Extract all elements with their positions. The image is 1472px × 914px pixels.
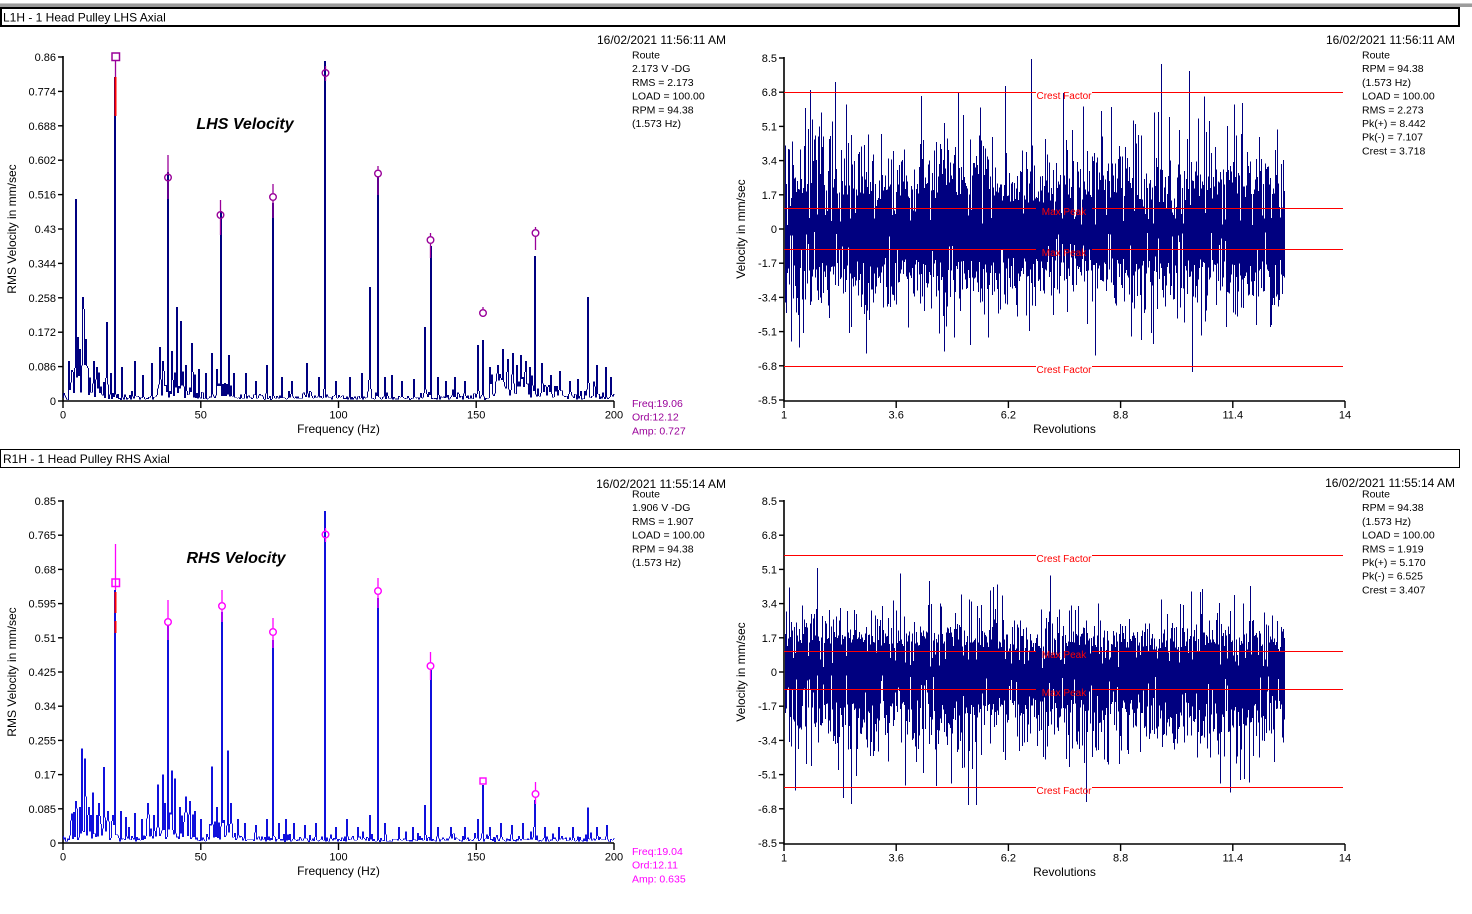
svg-text:0.688: 0.688 xyxy=(28,121,56,133)
svg-text:Max Peak: Max Peak xyxy=(1042,688,1087,699)
svg-text:200: 200 xyxy=(605,852,623,864)
svg-text:Frequency (Hz): Frequency (Hz) xyxy=(297,864,380,878)
svg-text:50: 50 xyxy=(195,852,207,864)
svg-text:-3.4: -3.4 xyxy=(758,735,777,747)
svg-text:6.8: 6.8 xyxy=(762,530,777,542)
svg-text:0.085: 0.085 xyxy=(28,804,56,816)
svg-text:1: 1 xyxy=(781,410,787,422)
svg-text:3.6: 3.6 xyxy=(889,410,904,422)
svg-text:100: 100 xyxy=(329,410,347,422)
svg-text:-3.4: -3.4 xyxy=(758,292,777,304)
svg-text:0.17: 0.17 xyxy=(35,770,56,782)
svg-text:Max Peak: Max Peak xyxy=(1042,207,1087,218)
svg-text:6.8: 6.8 xyxy=(762,87,777,99)
svg-text:RHS Velocity: RHS Velocity xyxy=(187,550,287,567)
svg-text:LHS Velocity: LHS Velocity xyxy=(196,116,294,133)
svg-text:0: 0 xyxy=(771,667,777,679)
svg-text:14: 14 xyxy=(1339,853,1351,865)
svg-text:0.86: 0.86 xyxy=(35,52,56,64)
svg-text:0.765: 0.765 xyxy=(28,530,56,542)
svg-text:16/02/2021 11:56:11 AM: 16/02/2021 11:56:11 AM xyxy=(1326,33,1455,47)
svg-text:5.1: 5.1 xyxy=(762,564,777,576)
svg-text:0.516: 0.516 xyxy=(28,190,56,202)
svg-text:11.4: 11.4 xyxy=(1223,410,1244,422)
svg-text:-1.7: -1.7 xyxy=(758,701,777,713)
svg-text:L1H - 1 Head Pulley LHS Axial: L1H - 1 Head Pulley LHS Axial xyxy=(3,11,166,25)
svg-text:16/02/2021 11:55:14 AM: 16/02/2021 11:55:14 AM xyxy=(596,477,726,491)
svg-text:8.8: 8.8 xyxy=(1113,410,1128,422)
svg-text:8.8: 8.8 xyxy=(1113,853,1128,865)
svg-text:Revolutions: Revolutions xyxy=(1033,422,1096,436)
svg-text:-1.7: -1.7 xyxy=(758,258,777,270)
svg-text:Crest Factor: Crest Factor xyxy=(1036,554,1092,565)
svg-text:0.774: 0.774 xyxy=(28,86,56,98)
svg-text:Frequency (Hz): Frequency (Hz) xyxy=(297,422,380,436)
svg-text:1.7: 1.7 xyxy=(762,190,777,202)
svg-text:-5.1: -5.1 xyxy=(758,327,777,339)
svg-text:200: 200 xyxy=(605,410,623,422)
svg-text:0: 0 xyxy=(771,224,777,236)
svg-text:-5.1: -5.1 xyxy=(758,770,777,782)
svg-text:1.7: 1.7 xyxy=(762,633,777,645)
svg-text:0.425: 0.425 xyxy=(28,667,56,679)
svg-text:Max Peak: Max Peak xyxy=(1042,650,1087,661)
svg-text:0.172: 0.172 xyxy=(28,327,56,339)
svg-text:0.85: 0.85 xyxy=(35,496,56,508)
svg-text:6.2: 6.2 xyxy=(1001,853,1016,865)
svg-text:0.086: 0.086 xyxy=(28,362,56,374)
svg-text:3.6: 3.6 xyxy=(889,853,904,865)
svg-text:14: 14 xyxy=(1339,410,1351,422)
svg-text:0: 0 xyxy=(50,838,56,850)
svg-text:RMS Velocity in mm/sec: RMS Velocity in mm/sec xyxy=(5,607,19,736)
svg-text:3.4: 3.4 xyxy=(762,156,777,168)
svg-text:-6.8: -6.8 xyxy=(758,804,777,816)
svg-text:8.5: 8.5 xyxy=(762,496,777,508)
svg-text:R1H - 1 Head Pulley RHS Axial: R1H - 1 Head Pulley RHS Axial xyxy=(3,452,170,466)
svg-text:RMS Velocity in mm/sec: RMS Velocity in mm/sec xyxy=(5,164,19,293)
svg-text:Revolutions: Revolutions xyxy=(1033,865,1096,879)
svg-text:Velocity in mm/sec: Velocity in mm/sec xyxy=(734,622,748,721)
svg-text:11.4: 11.4 xyxy=(1223,853,1244,865)
svg-text:0.43: 0.43 xyxy=(35,224,56,236)
svg-text:16/02/2021 11:55:14 AM: 16/02/2021 11:55:14 AM xyxy=(1325,476,1455,490)
svg-text:0.258: 0.258 xyxy=(28,293,56,305)
svg-text:50: 50 xyxy=(195,410,207,422)
svg-text:8.5: 8.5 xyxy=(762,53,777,65)
svg-text:100: 100 xyxy=(329,852,347,864)
svg-text:0.595: 0.595 xyxy=(28,599,56,611)
svg-text:150: 150 xyxy=(467,852,485,864)
svg-text:0.602: 0.602 xyxy=(28,155,56,167)
svg-text:0.51: 0.51 xyxy=(35,633,56,645)
svg-text:0.255: 0.255 xyxy=(28,735,56,747)
svg-text:Velocity in mm/sec: Velocity in mm/sec xyxy=(734,179,748,278)
svg-text:0: 0 xyxy=(60,852,66,864)
svg-text:0: 0 xyxy=(60,410,66,422)
svg-text:Max Peak: Max Peak xyxy=(1042,248,1087,259)
svg-text:-8.5: -8.5 xyxy=(758,838,777,850)
svg-text:1: 1 xyxy=(781,853,787,865)
svg-text:0: 0 xyxy=(50,396,56,408)
svg-text:5.1: 5.1 xyxy=(762,121,777,133)
svg-text:-8.5: -8.5 xyxy=(758,395,777,407)
svg-text:0.344: 0.344 xyxy=(28,258,56,270)
svg-text:16/02/2021 11:56:11 AM: 16/02/2021 11:56:11 AM xyxy=(597,33,726,47)
svg-text:6.2: 6.2 xyxy=(1001,410,1016,422)
svg-text:-6.8: -6.8 xyxy=(758,361,777,373)
svg-text:0.68: 0.68 xyxy=(35,564,56,576)
svg-text:0.34: 0.34 xyxy=(35,701,56,713)
svg-text:150: 150 xyxy=(467,410,485,422)
svg-text:3.4: 3.4 xyxy=(762,599,777,611)
svg-text:Crest Factor: Crest Factor xyxy=(1036,786,1092,797)
svg-text:Crest Factor: Crest Factor xyxy=(1036,91,1092,102)
svg-text:Crest Factor: Crest Factor xyxy=(1036,365,1092,376)
